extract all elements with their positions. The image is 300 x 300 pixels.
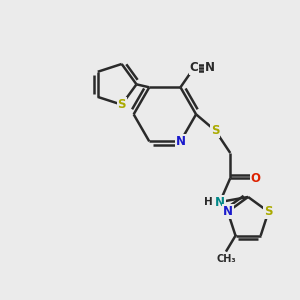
Text: H: H	[204, 197, 213, 207]
Text: N: N	[205, 61, 215, 74]
Text: CH₃: CH₃	[217, 254, 236, 264]
Text: S: S	[211, 124, 220, 137]
Text: S: S	[117, 98, 126, 111]
Text: N: N	[223, 205, 233, 218]
Text: C: C	[190, 61, 198, 74]
Text: N: N	[176, 135, 185, 148]
Text: N: N	[215, 196, 225, 208]
Text: S: S	[264, 205, 273, 218]
Text: O: O	[250, 172, 260, 185]
